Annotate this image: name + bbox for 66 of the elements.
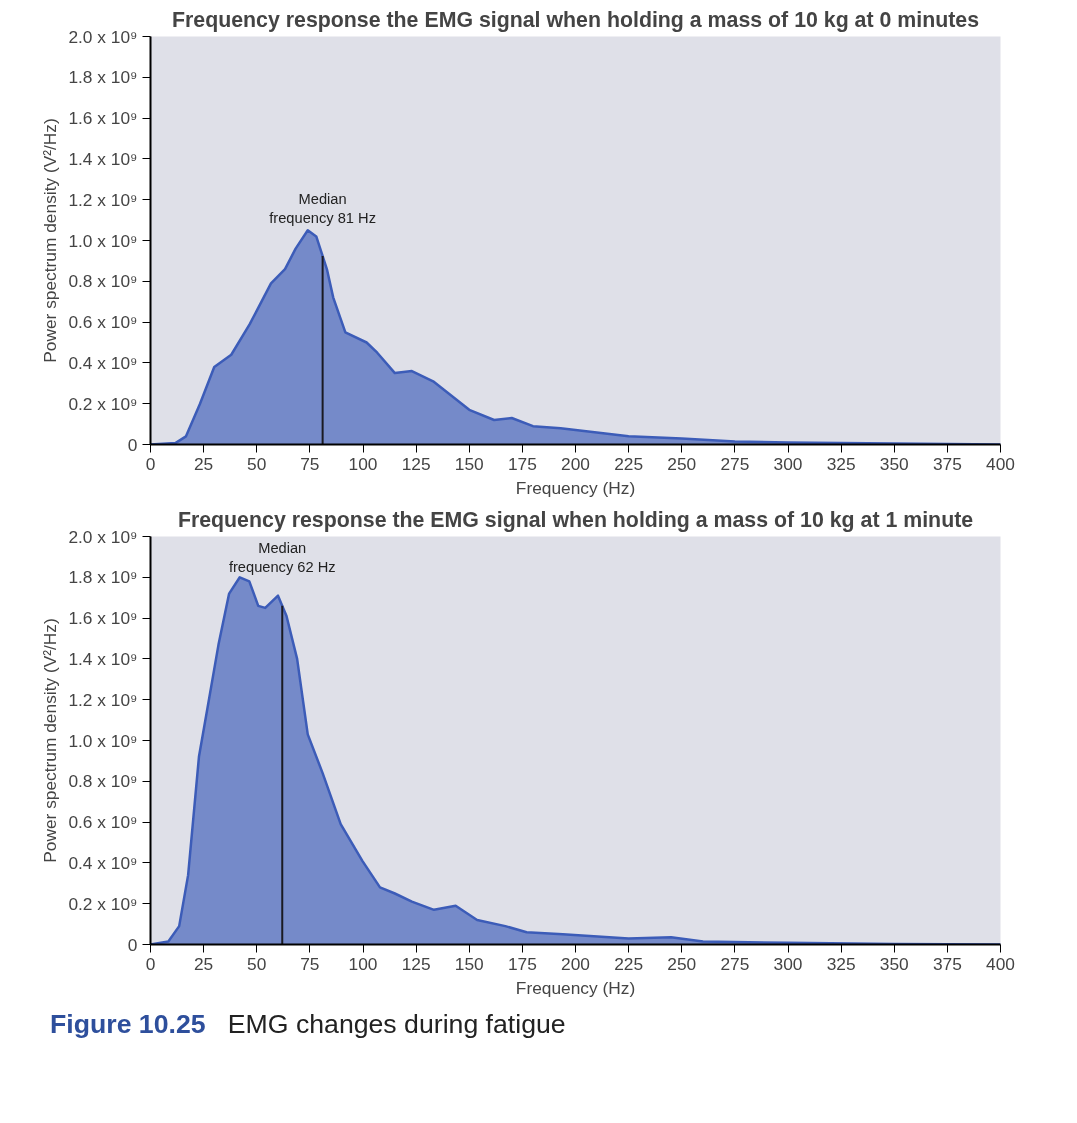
- x-tick-label: 25: [193, 453, 214, 474]
- y-tick-label: 1.8 x 10⁹: [68, 567, 138, 588]
- y-tick-label: 1.2 x 10⁹: [68, 689, 138, 710]
- x-tick-label: 200: [561, 953, 590, 974]
- text: EMG changes during fatigue: [227, 1009, 566, 1039]
- y-tick-label: 0.8 x 10⁹: [68, 771, 138, 792]
- x-tick-label: 175: [507, 953, 537, 974]
- caption: Figure 10.25: [50, 1009, 206, 1039]
- x-tick-label: 125: [401, 453, 431, 474]
- y-tick-label: 1.0 x 10⁹: [68, 730, 138, 751]
- x-tick-label: 400: [986, 453, 1015, 474]
- y-tick-label: 0.6 x 10⁹: [68, 312, 138, 333]
- x-tick-label: 350: [879, 453, 909, 474]
- x-tick-label: 200: [561, 453, 590, 474]
- x-tick-label: 150: [454, 953, 484, 974]
- x-tick-label: 300: [773, 453, 803, 474]
- x-tick-label: 350: [879, 953, 909, 974]
- ref-line-label: Median frequency 81 Hz: [269, 191, 376, 227]
- x-tick-label: 75: [300, 453, 320, 474]
- x-tick-label: 325: [826, 453, 856, 474]
- y-tick-label: 0.6 x 10⁹: [68, 812, 138, 833]
- y-tick-label: 0.8 x 10⁹: [68, 271, 138, 292]
- x-tick-label: 375: [932, 953, 962, 974]
- x-tick-label: 250: [667, 453, 697, 474]
- y-tick-label: 0: [127, 434, 138, 455]
- x-tick-label: 250: [667, 953, 697, 974]
- y-tick-label: 0.4 x 10⁹: [68, 852, 138, 873]
- x-tick-label: 125: [401, 953, 431, 974]
- chart-title: Frequency response the EMG signal when holding a mass of 10 kg at 1 minute: [177, 507, 974, 532]
- y-tick-label: 0.2 x 10⁹: [68, 893, 138, 914]
- x-axis-title: Frequency (Hz): [515, 977, 636, 998]
- y-axis-title: Power spectrum density (V²/Hz): [40, 118, 61, 363]
- x-tick-label: 0: [145, 953, 156, 974]
- y-tick-label: 1.4 x 10⁹: [68, 148, 138, 169]
- x-tick-label: 375: [932, 453, 962, 474]
- x-tick-label: 50: [247, 453, 267, 474]
- x-tick-label: 25: [193, 953, 214, 974]
- y-tick-label: 1.8 x 10⁹: [68, 67, 138, 88]
- chart-title: Frequency response the EMG signal when holding a mass of 10 kg at 0 minutes: [171, 7, 980, 32]
- x-tick-label: 225: [614, 453, 644, 474]
- y-tick-label: 1.6 x 10⁹: [68, 608, 138, 629]
- y-tick-label: 0.2 x 10⁹: [68, 393, 138, 414]
- x-tick-label: 150: [454, 453, 484, 474]
- x-tick-label: 275: [720, 453, 750, 474]
- y-tick-label: 0.4 x 10⁹: [68, 352, 138, 373]
- y-tick-label: 0: [127, 934, 138, 955]
- x-tick-label: 175: [507, 453, 537, 474]
- x-tick-label: 50: [247, 953, 267, 974]
- x-tick-label: 325: [826, 953, 856, 974]
- x-tick-label: 75: [300, 953, 320, 974]
- x-tick-label: 100: [348, 953, 378, 974]
- ref-line-label: Median frequency 62 Hz: [228, 539, 336, 575]
- x-tick-label: 225: [614, 953, 644, 974]
- y-tick-label: 1.6 x 10⁹: [68, 108, 138, 129]
- x-tick-label: 0: [145, 453, 156, 474]
- y-tick-label: 1.0 x 10⁹: [68, 230, 138, 251]
- y-tick-label: 1.4 x 10⁹: [68, 648, 138, 669]
- x-tick-label: 400: [986, 953, 1015, 974]
- x-tick-label: 100: [348, 453, 378, 474]
- y-tick-label: 2.0 x 10⁹: [68, 526, 138, 547]
- y-axis-title: Power spectrum density (V²/Hz): [40, 618, 61, 863]
- y-tick-label: 2.0 x 10⁹: [68, 26, 138, 47]
- x-tick-label: 275: [720, 953, 750, 974]
- y-tick-label: 1.2 x 10⁹: [68, 189, 138, 210]
- x-axis-title: Frequency (Hz): [515, 477, 636, 498]
- x-tick-label: 300: [773, 953, 803, 974]
